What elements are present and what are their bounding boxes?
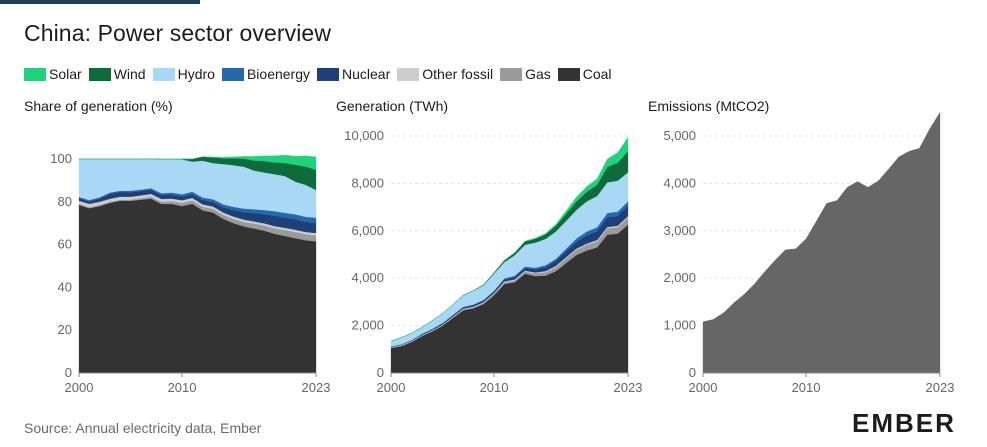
x-tick-label: 2000 xyxy=(65,380,94,395)
y-tick-label: 0 xyxy=(689,365,696,380)
y-tick-label: 3,000 xyxy=(663,223,696,238)
legend-swatch xyxy=(557,67,580,81)
panel-title-generation: Generation (TWh) xyxy=(336,98,449,114)
legend-item-other-fossil: Other fossil xyxy=(397,66,493,82)
legend-label: Other fossil xyxy=(422,66,494,82)
y-tick-label: 100 xyxy=(50,151,72,166)
y-tick-label: 60 xyxy=(58,237,72,252)
legend-swatch xyxy=(152,67,175,81)
x-tick-label: 2023 xyxy=(926,380,955,395)
legend-swatch xyxy=(88,67,111,81)
y-tick-label: 40 xyxy=(58,279,72,294)
source-note: Source: Annual electricity data, Ember xyxy=(24,420,262,436)
legend-label: Solar xyxy=(49,66,82,82)
x-tick-label: 2023 xyxy=(302,380,331,395)
legend-item-gas: Gas xyxy=(500,66,551,82)
panel-title-emissions: Emissions (MtCO2) xyxy=(648,98,770,114)
legend-item-bioenergy: Bioenergy xyxy=(221,66,310,82)
y-tick-label: 6,000 xyxy=(351,223,384,238)
legend-item-nuclear: Nuclear xyxy=(317,66,390,82)
x-tick-label: 2000 xyxy=(689,380,718,395)
legend-swatch xyxy=(24,67,46,81)
top-accent-bar xyxy=(0,0,200,4)
x-tick-label: 2000 xyxy=(377,380,406,395)
legend-swatch xyxy=(221,67,244,81)
legend-label: Coal xyxy=(582,66,612,82)
legend: Solar Wind Hydro Bioenergy Nuclear Other… xyxy=(24,66,619,82)
x-tick-label: 2010 xyxy=(480,380,509,395)
y-tick-label: 4,000 xyxy=(663,175,696,190)
area-emissions xyxy=(702,111,941,374)
y-tick-label: 10,000 xyxy=(344,128,384,143)
y-tick-label: 2,000 xyxy=(663,270,696,285)
ember-logo: EMBER xyxy=(852,408,956,438)
page-title: China: Power sector overview xyxy=(24,20,332,46)
y-tick-label: 5,000 xyxy=(663,128,696,143)
legend-item-wind: Wind xyxy=(88,66,146,82)
legend-label: Wind xyxy=(113,66,146,82)
y-tick-label: 1,000 xyxy=(663,318,696,333)
x-tick-label: 2010 xyxy=(168,380,197,395)
legend-label: Hydro xyxy=(177,66,215,82)
area-solar xyxy=(79,154,317,171)
legend-label: Gas xyxy=(525,66,551,82)
legend-item-hydro: Hydro xyxy=(152,66,215,82)
legend-swatch xyxy=(397,67,420,81)
x-tick-label: 2010 xyxy=(792,380,821,395)
y-tick-label: 80 xyxy=(58,194,72,209)
legend-swatch xyxy=(317,67,339,81)
legend-item-coal: Coal xyxy=(557,66,612,82)
y-tick-label: 2,000 xyxy=(351,318,384,333)
legend-item-solar: Solar xyxy=(24,66,82,82)
y-tick-label: 4,000 xyxy=(351,270,384,285)
y-tick-label: 0 xyxy=(377,365,384,380)
legend-label: Bioenergy xyxy=(246,66,310,82)
area-solar xyxy=(390,136,629,342)
y-tick-label: 8,000 xyxy=(351,175,384,190)
y-tick-label: 20 xyxy=(58,322,72,337)
legend-label: Nuclear xyxy=(342,66,391,82)
legend-swatch xyxy=(500,67,523,81)
x-tick-label: 2023 xyxy=(614,380,643,395)
panel-title-share: Share of generation (%) xyxy=(24,98,173,114)
y-tick-label: 0 xyxy=(65,365,72,380)
